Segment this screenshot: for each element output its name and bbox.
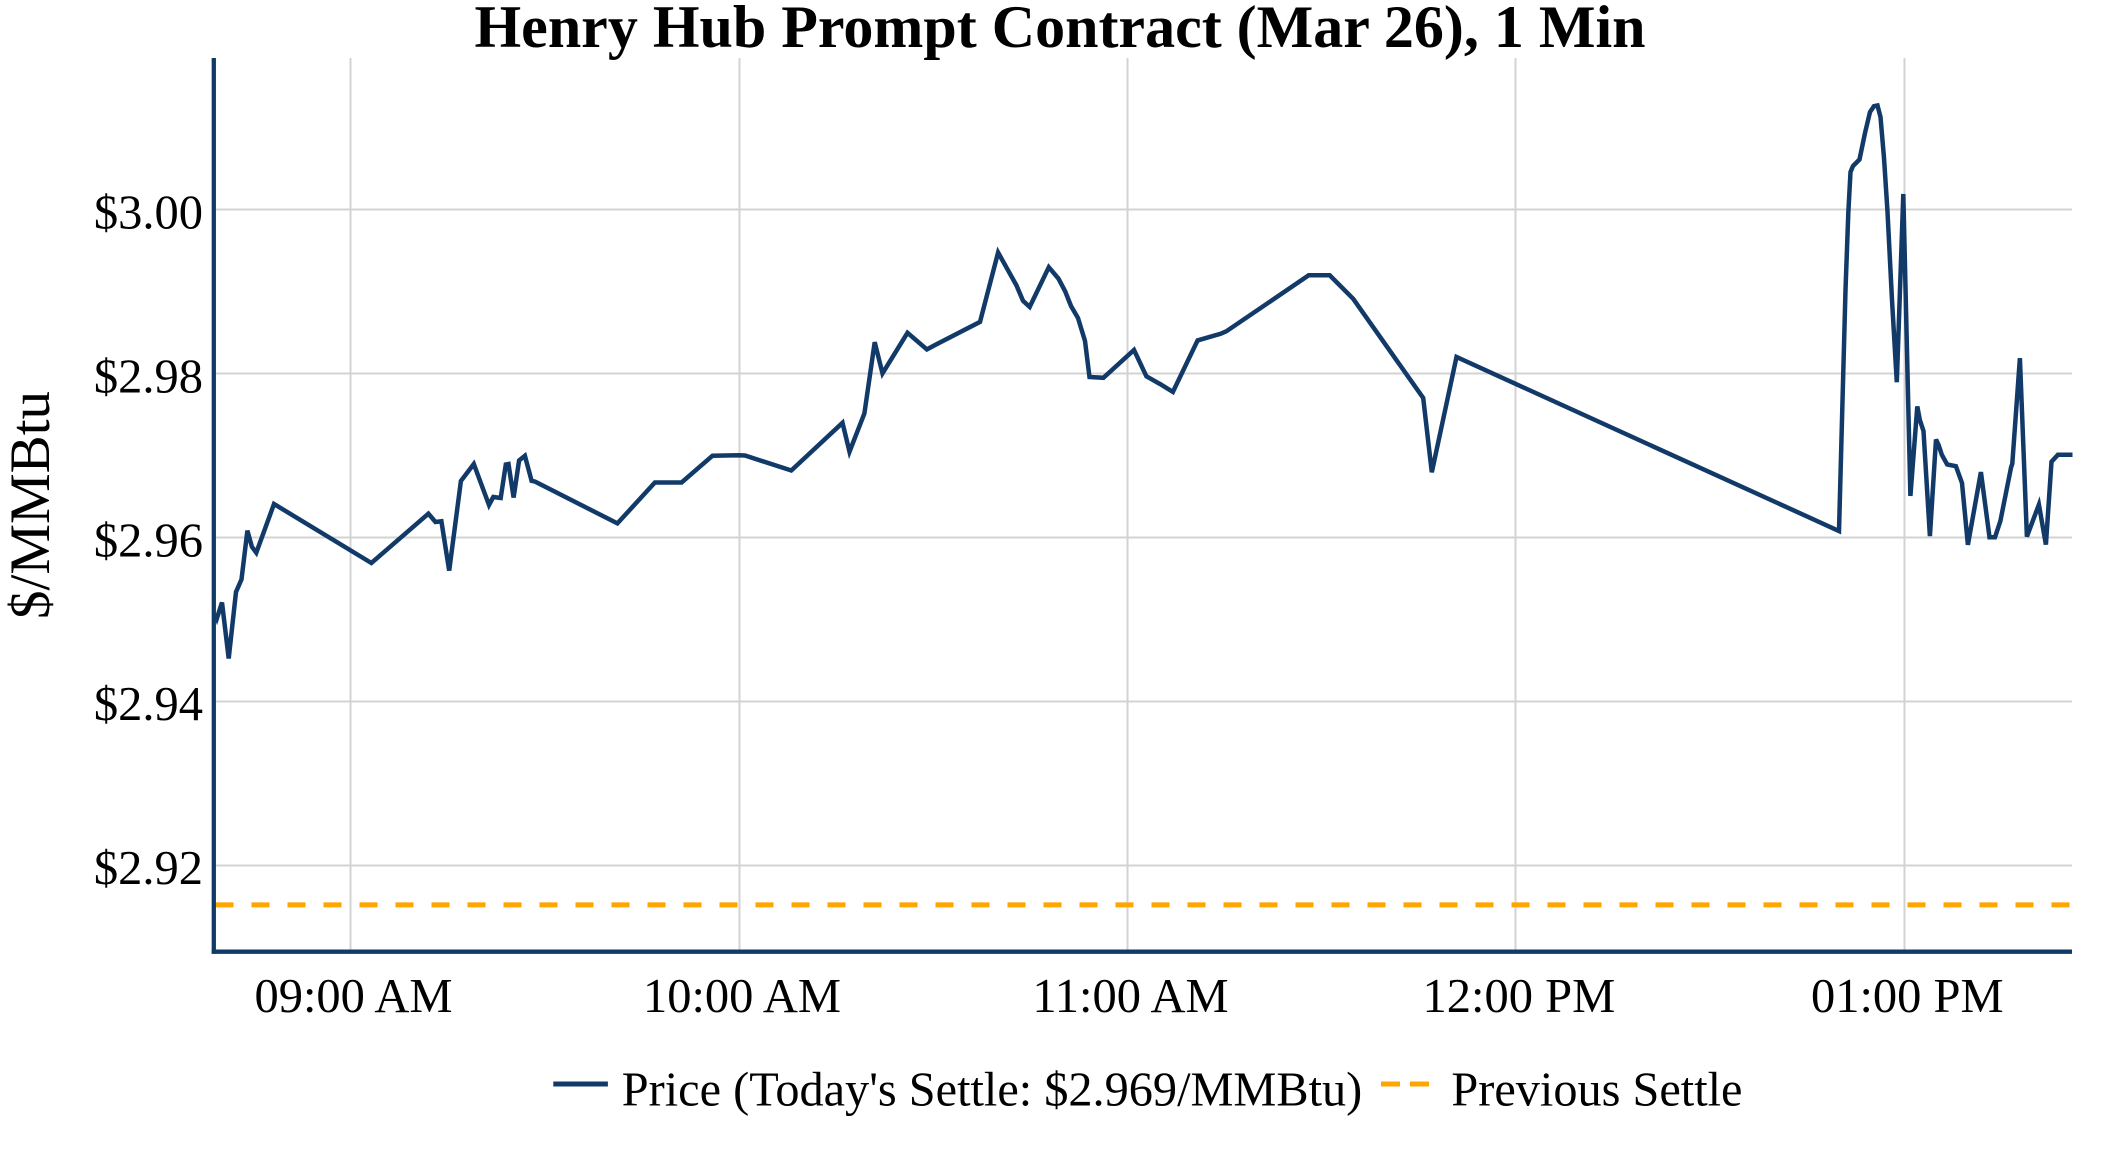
svg-text:$3.00: $3.00	[94, 187, 203, 240]
svg-text:$2.98: $2.98	[94, 351, 203, 404]
svg-text:Previous Settle: Previous Settle	[1451, 1063, 1742, 1116]
svg-text:09:00 AM: 09:00 AM	[254, 970, 452, 1023]
svg-text:$2.96: $2.96	[94, 514, 203, 567]
svg-text:$2.92: $2.92	[94, 842, 203, 895]
svg-text:10:00 AM: 10:00 AM	[643, 970, 841, 1023]
svg-text:$2.94: $2.94	[94, 678, 203, 731]
svg-text:Henry Hub Prompt Contract (Mar: Henry Hub Prompt Contract (Mar 26), 1 Mi…	[475, 0, 1646, 60]
svg-text:12:00 PM: 12:00 PM	[1423, 970, 1616, 1023]
svg-text:11:00 AM: 11:00 AM	[1032, 970, 1228, 1023]
svg-text:Price (Today's Settle: $2.969/: Price (Today's Settle: $2.969/MMBtu)	[622, 1063, 1362, 1116]
svg-text:01:00 PM: 01:00 PM	[1811, 970, 2004, 1023]
svg-text:$/MMBtu: $/MMBtu	[0, 391, 62, 619]
